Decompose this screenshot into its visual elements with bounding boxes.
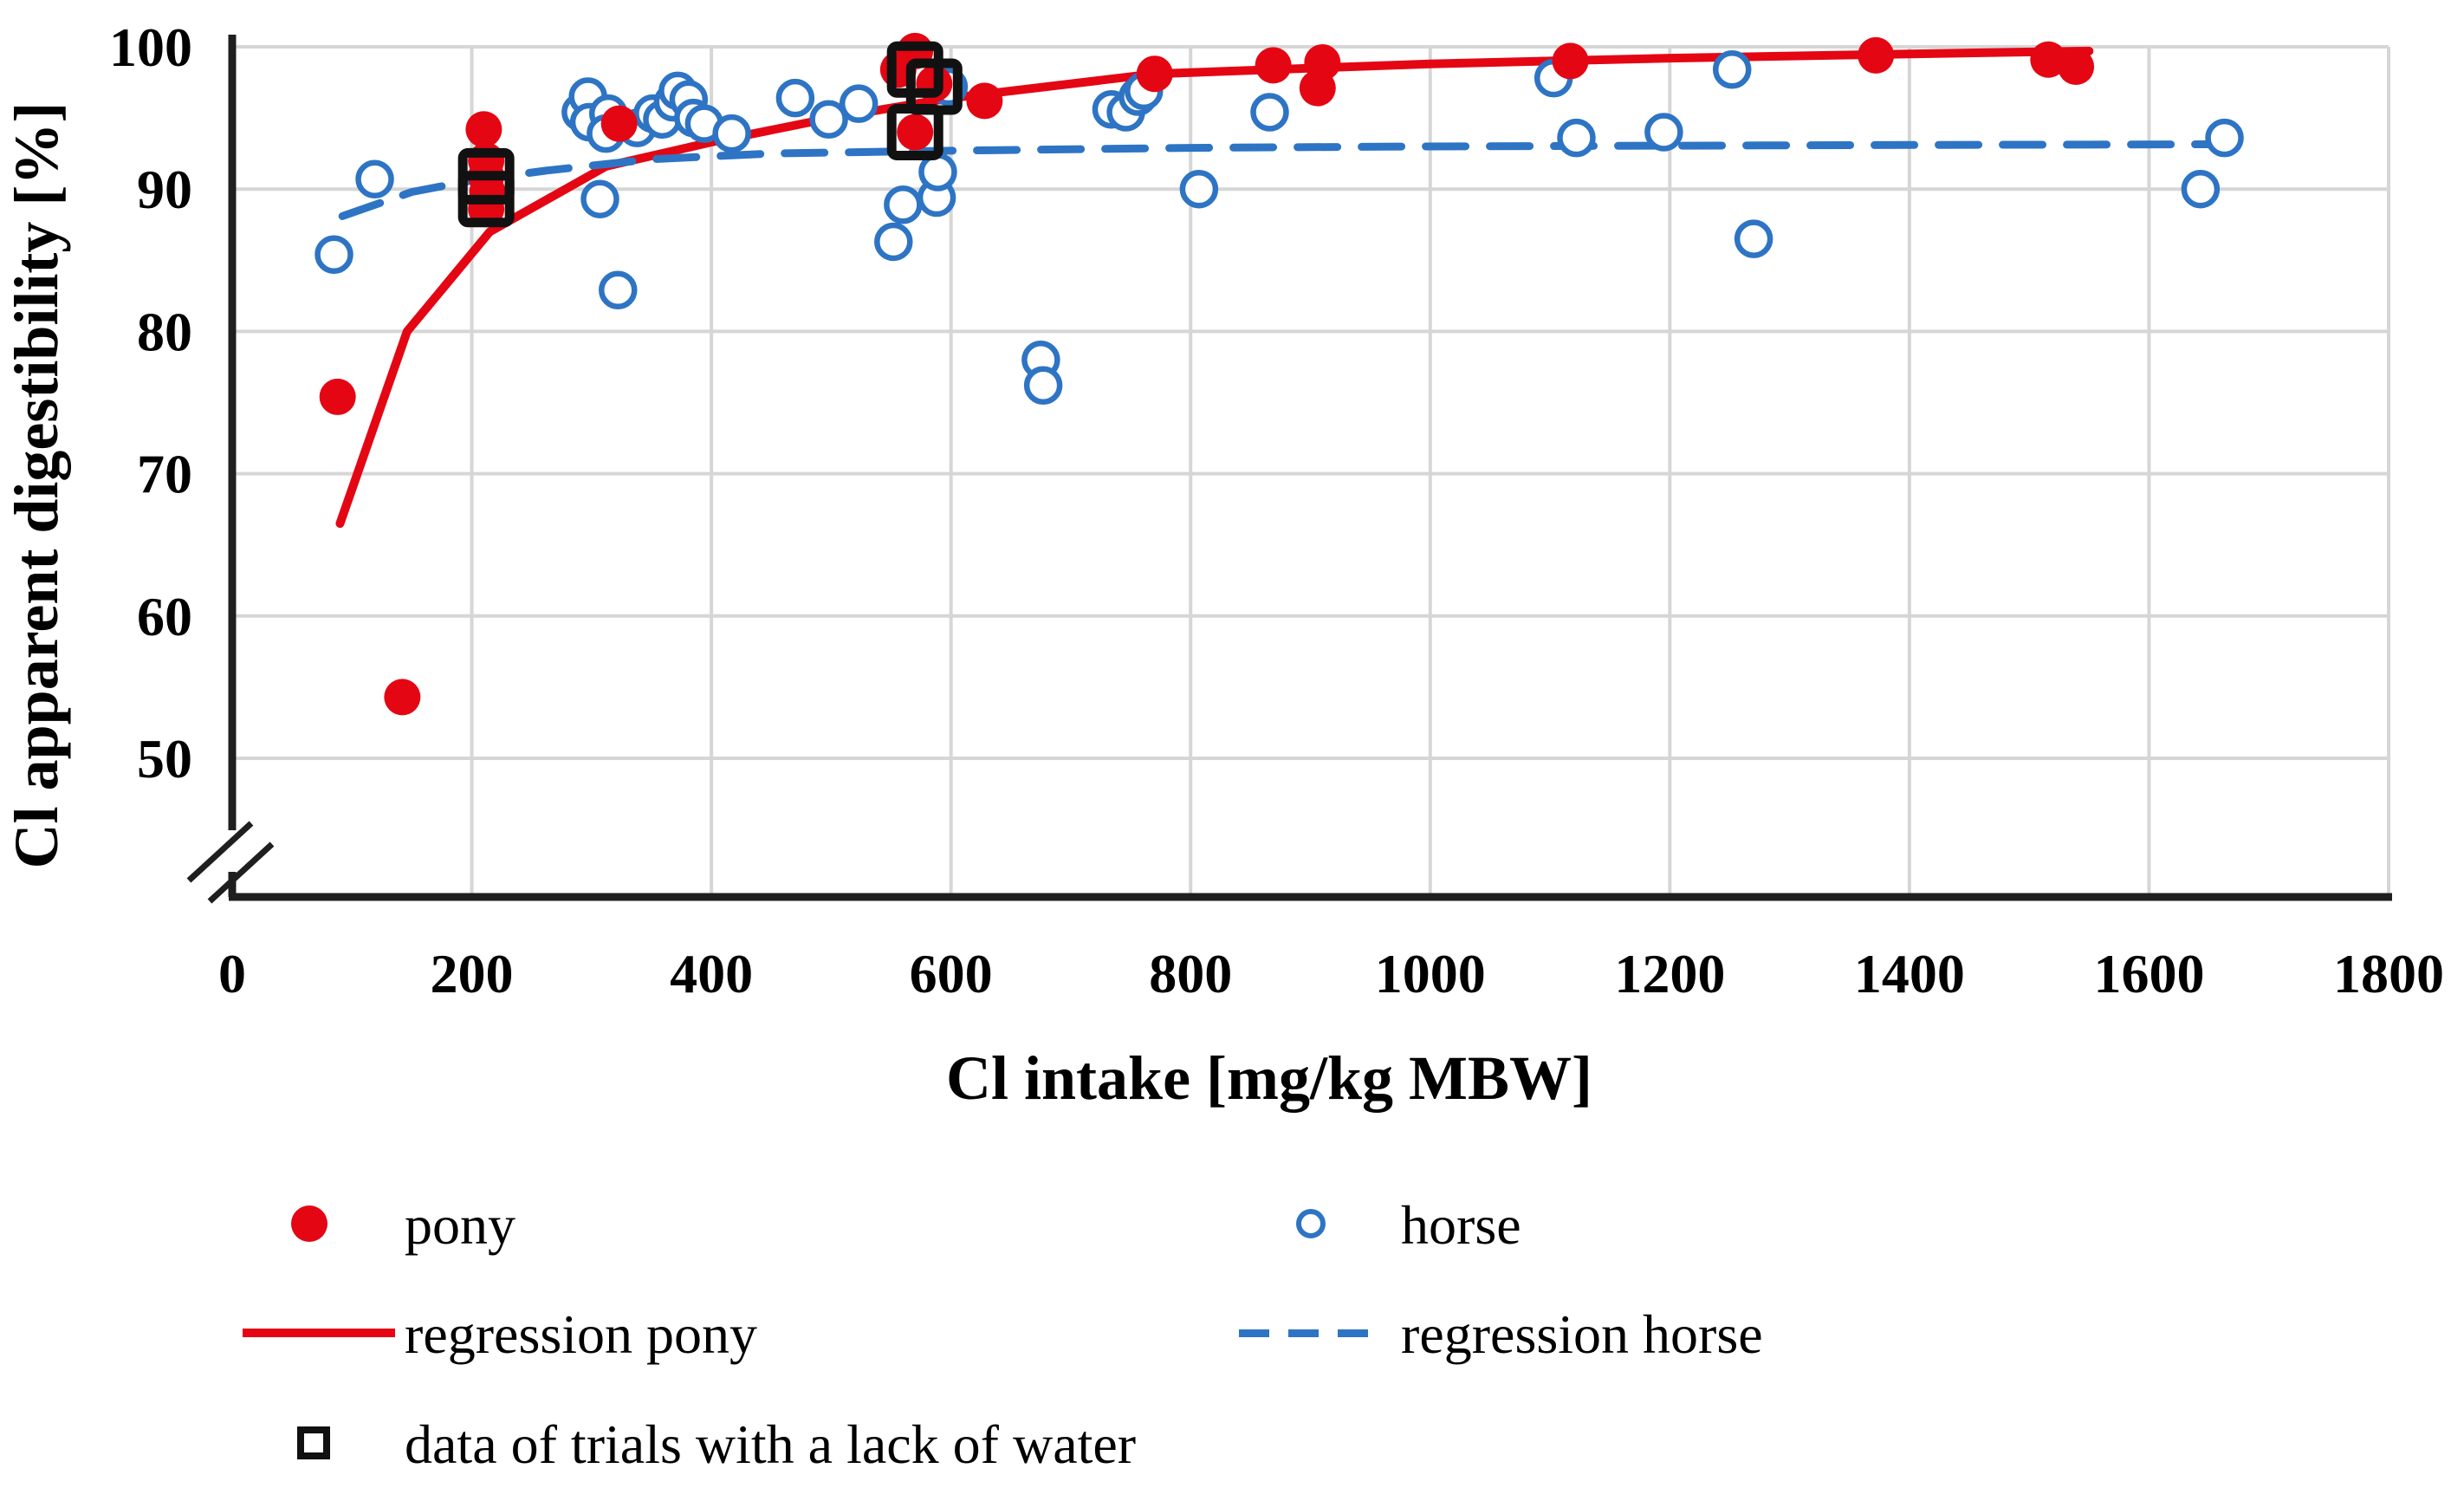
horse-point <box>1557 118 1596 158</box>
horse-point <box>314 235 353 274</box>
horse-point <box>1023 366 1063 406</box>
y-tick-label: 100 <box>109 16 192 78</box>
x-tick-label: 1600 <box>2093 943 2204 1004</box>
lack-of-water-legend-label: data of trials with a lack of water <box>405 1413 1137 1475</box>
gridlines <box>232 45 2390 897</box>
pony-point <box>384 679 421 716</box>
horse-point <box>884 185 923 224</box>
y-tick-label: 90 <box>137 159 192 220</box>
horse-point <box>1179 169 1219 209</box>
x-tick-label: 400 <box>670 943 753 1004</box>
y-tick-label: 80 <box>137 301 192 362</box>
y-axis-title: Cl apparent digestibility [%] <box>2 102 71 869</box>
x-tick-label: 0 <box>218 943 246 1004</box>
regression-pony-legend-label: regression pony <box>405 1303 758 1365</box>
x-tick-label: 800 <box>1149 943 1232 1004</box>
tick-labels: 0 200 400 600 800 1000 1200 1400 1600 1800 50 60 70 8… <box>109 16 2444 1004</box>
pony-point <box>1858 36 1895 74</box>
horse-point <box>918 153 957 192</box>
horse-point <box>2181 169 2221 209</box>
horse-legend-marker-icon <box>1296 1209 1326 1238</box>
horse-point <box>1250 93 1289 132</box>
axis-break-icon <box>186 821 254 883</box>
regression-horse-legend-label: regression horse <box>1401 1303 1763 1365</box>
horse-point <box>1734 219 1773 258</box>
horse-point <box>839 84 879 123</box>
regression-pony-legend-line-icon <box>243 1329 395 1337</box>
pony-point <box>897 114 934 151</box>
horse-legend-label: horse <box>1401 1194 1521 1256</box>
x-tick-label: 1000 <box>1375 943 1486 1004</box>
horse-points <box>314 50 2244 406</box>
x-tick-label: 1400 <box>1854 943 1965 1004</box>
x-tick-label: 200 <box>431 943 514 1004</box>
pony-point <box>2030 41 2067 78</box>
horse-point <box>809 100 848 139</box>
horse-point <box>1644 113 1683 152</box>
y-tick-label: 50 <box>137 728 192 789</box>
pony-legend-label: pony <box>405 1194 515 1256</box>
x-axis-title: Cl intake [mg/kg MBW] <box>946 1043 1592 1113</box>
horse-point <box>874 222 913 262</box>
pony-point <box>1136 55 1173 93</box>
y-tick-label: 60 <box>137 586 192 647</box>
horse-point <box>355 159 394 198</box>
lack-of-water-legend-marker-icon <box>297 1426 330 1459</box>
horse-point <box>599 270 638 310</box>
x-tick-label: 1800 <box>2333 943 2444 1004</box>
horse-point <box>775 78 815 118</box>
horse-point <box>1712 50 1752 89</box>
pony-point <box>966 82 1003 120</box>
x-tick-label: 1200 <box>1614 943 1725 1004</box>
pony-point <box>1299 69 1336 107</box>
lack-of-water-squares <box>457 41 963 228</box>
lack-of-water-square <box>886 104 943 161</box>
axis-break-icon <box>207 841 275 904</box>
horse-point <box>2205 118 2244 158</box>
horse-point <box>712 114 751 153</box>
pony-legend-marker-icon <box>291 1205 327 1242</box>
regression-horse-legend-line-icon <box>1239 1329 1371 1337</box>
pony-point <box>319 378 356 415</box>
pony-point <box>600 105 638 142</box>
horse-point <box>580 179 619 218</box>
pony-point <box>1255 47 1292 84</box>
pony-point <box>1552 42 1589 80</box>
regression-horse-line <box>338 140 2225 220</box>
x-tick-label: 600 <box>910 943 993 1004</box>
pony-point <box>465 111 503 148</box>
pony-points <box>319 32 2095 716</box>
axes <box>186 35 2392 904</box>
y-tick-label: 70 <box>137 444 192 505</box>
pony-point <box>2058 48 2095 85</box>
lack-of-water-square <box>457 171 515 228</box>
